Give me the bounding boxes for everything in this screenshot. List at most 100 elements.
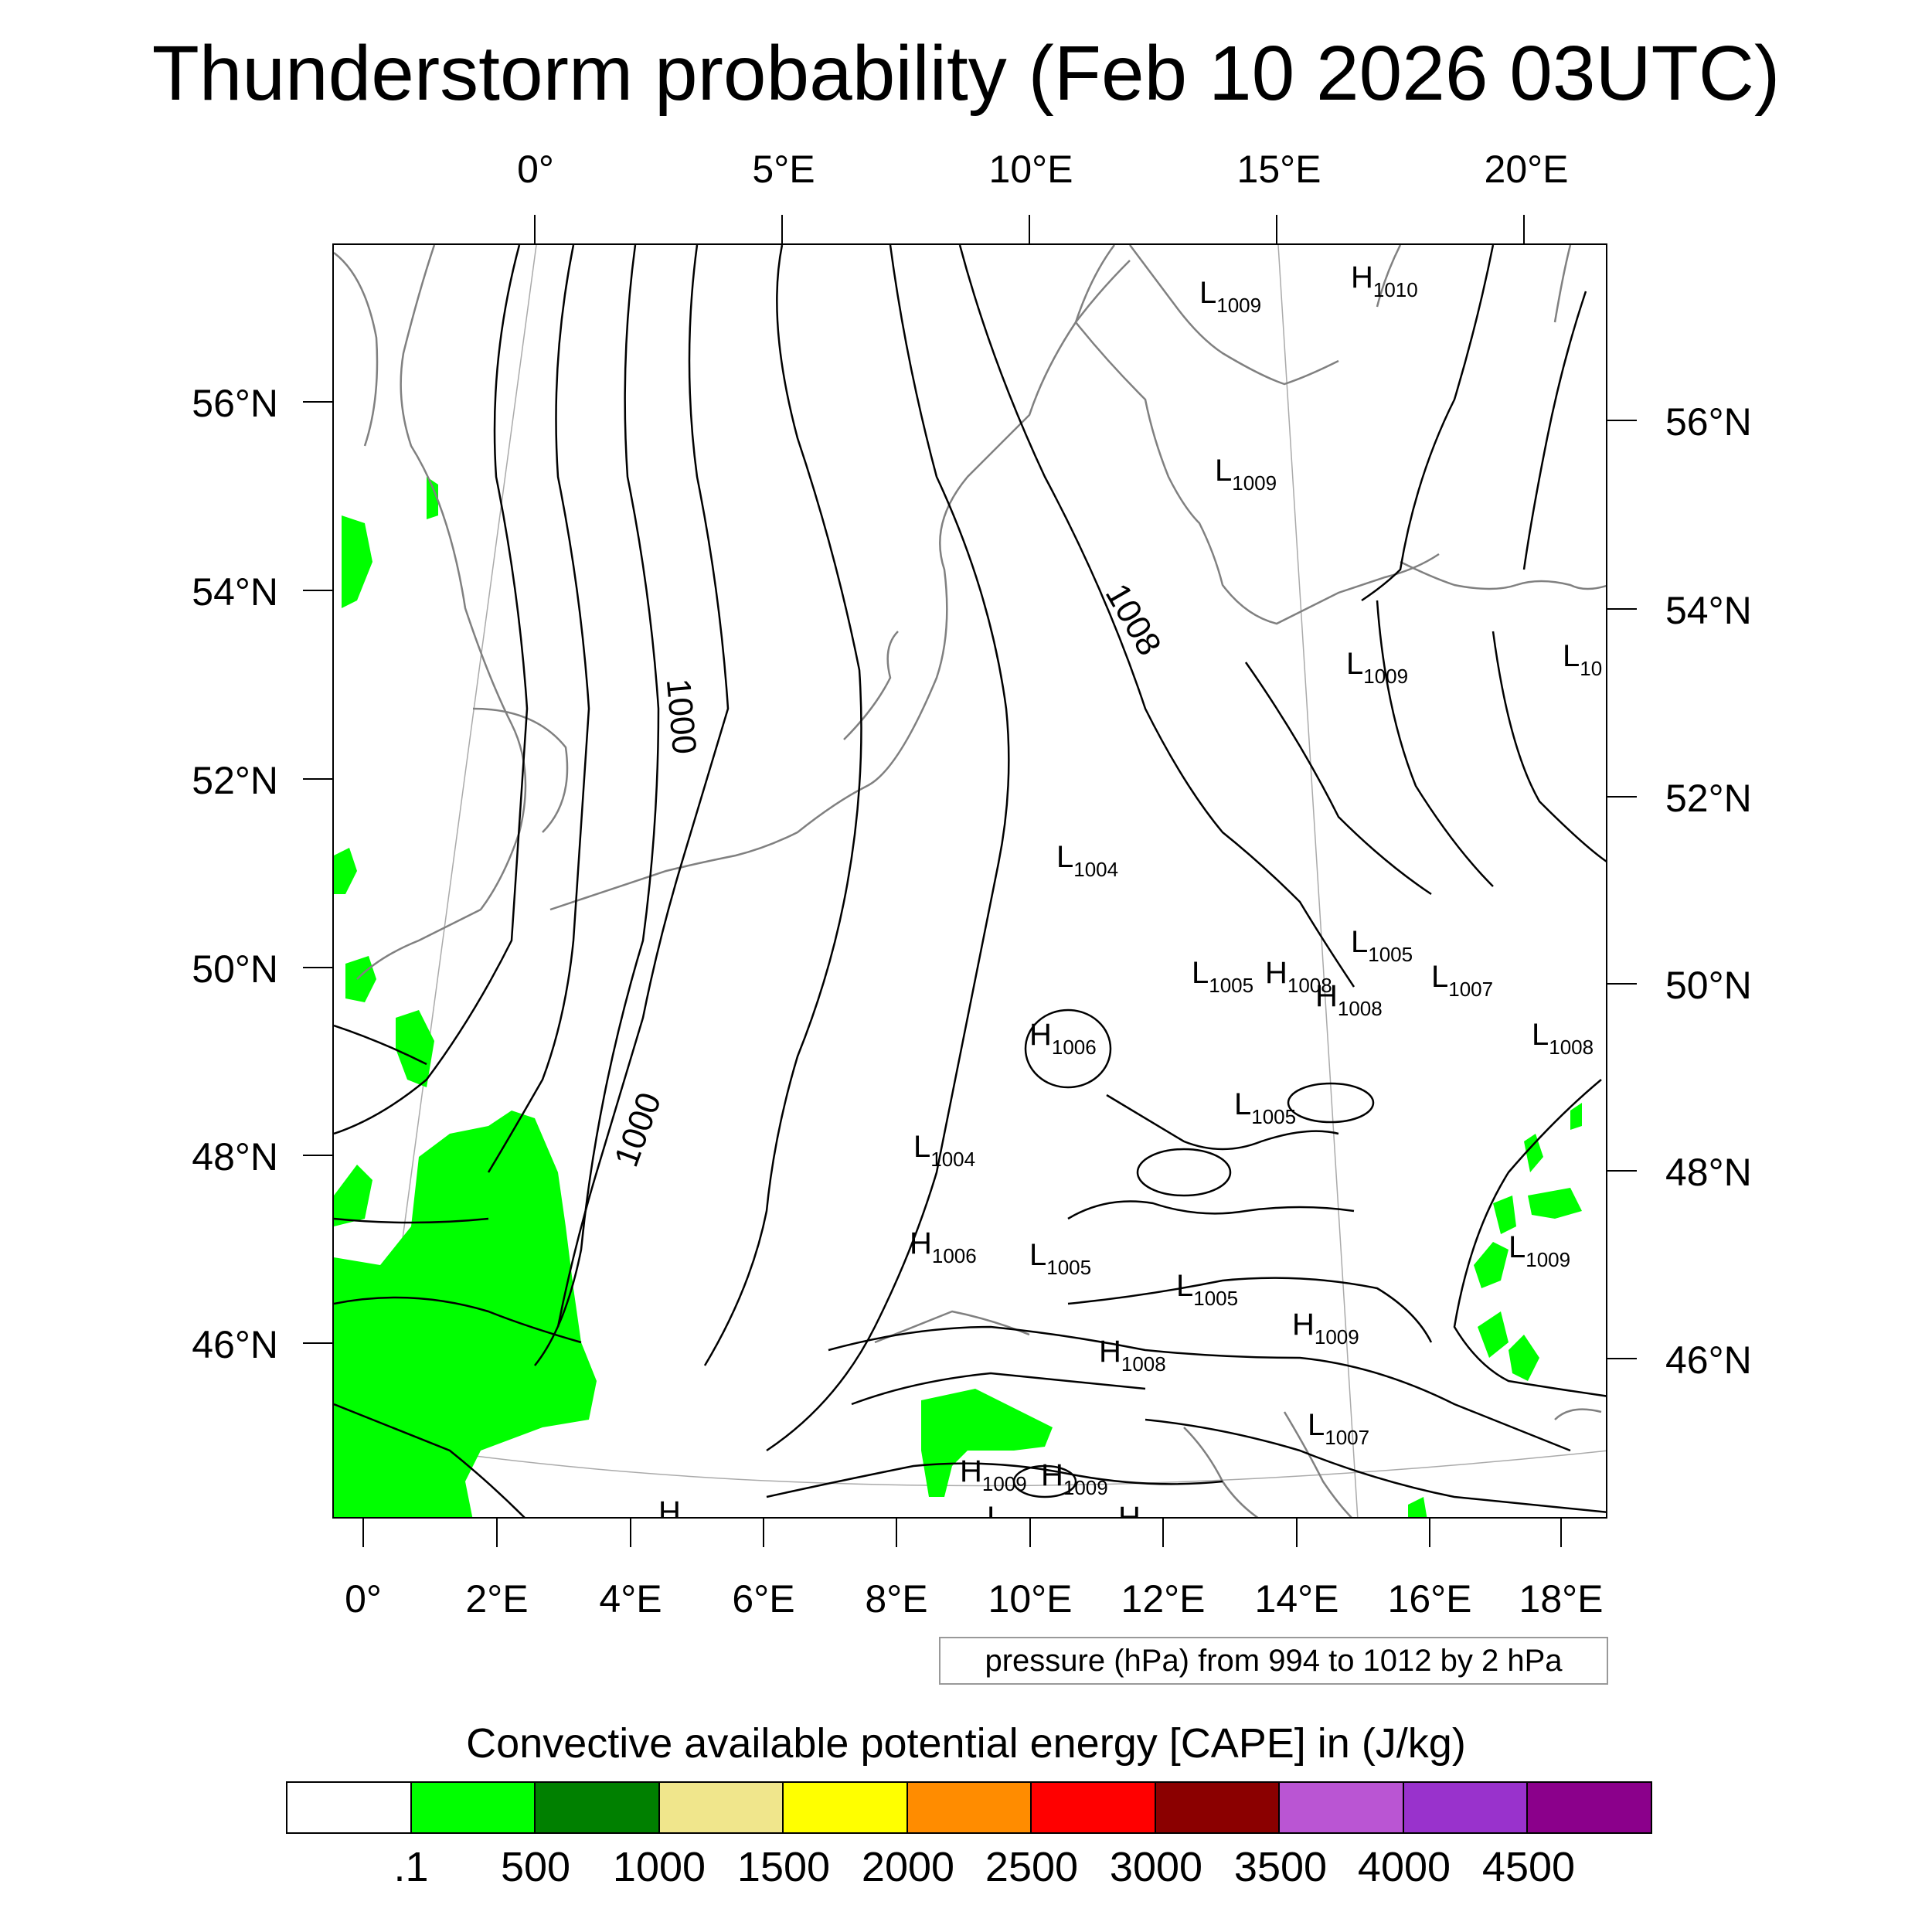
top-lon-label: 0°	[517, 148, 554, 191]
pressure-center-label: H1010	[1351, 260, 1418, 301]
cape-patch	[1528, 1188, 1582, 1219]
top-lon-label: 15°E	[1236, 148, 1321, 191]
right-lat-label: 56°N	[1665, 400, 1752, 444]
isobar-line	[1067, 1200, 1355, 1220]
pressure-center-label: L1005	[1351, 925, 1413, 966]
cape-patch	[1570, 1103, 1582, 1130]
coast-jutland	[1074, 245, 1116, 323]
left-lat-label: 56°N	[192, 382, 278, 425]
isobar-line	[958, 245, 1355, 988]
cape-patch	[1509, 1335, 1539, 1381]
colorbar-tick-label: 2000	[861, 1844, 955, 1890]
colorbar-swatch	[1032, 1783, 1156, 1832]
cape-patch	[334, 848, 357, 894]
cape-fields	[334, 477, 1582, 1517]
cape-patch	[345, 956, 376, 1002]
isobar-line	[1361, 245, 1495, 602]
pressure-center-label: L10	[1563, 639, 1603, 680]
pressure-center-label: L1008	[1532, 1018, 1594, 1059]
pressure-center-label: H1009	[1292, 1308, 1359, 1349]
left-lat-label: 52°N	[192, 759, 278, 802]
top-lon-label: 5°E	[752, 148, 815, 191]
coast-continent	[549, 260, 1131, 911]
colorbar-swatch	[659, 1783, 784, 1832]
isobar-line	[828, 1325, 1571, 1452]
isobar-line	[1376, 600, 1494, 887]
coast-sweden-east	[1376, 245, 1402, 308]
isobar-line	[1522, 291, 1587, 570]
cape-area-alps	[921, 1389, 1053, 1497]
bottom-lon-label: 12°E	[1121, 1577, 1206, 1621]
isobars	[334, 245, 1606, 1517]
isobar-line	[1106, 1094, 1339, 1151]
top-lon-label: 10°E	[988, 148, 1073, 191]
pressure-center-label: L1009	[1346, 647, 1409, 688]
cape-patch	[1408, 1497, 1427, 1517]
coast-thames	[472, 707, 569, 833]
right-lat-label: 48°N	[1665, 1151, 1752, 1194]
pressure-center-label: H1007	[658, 1495, 726, 1519]
isobar-closed	[1012, 1464, 1077, 1498]
coast-adriatic-east	[1283, 1411, 1352, 1517]
cape-patch	[1524, 1134, 1543, 1172]
right-lat-label: 52°N	[1665, 777, 1752, 820]
cape-patch	[1478, 1311, 1509, 1358]
cape-patch	[1474, 1242, 1509, 1288]
right-lat-label: 46°N	[1665, 1338, 1752, 1382]
colorbar-swatch	[411, 1783, 536, 1832]
isobar-line	[334, 1024, 427, 1066]
pressure-center-label: H1008	[1118, 1501, 1141, 1519]
colorbar-tick-label: 2500	[985, 1844, 1079, 1890]
pressure-center-label: L1007	[1308, 1408, 1370, 1449]
isobar-line	[334, 1217, 489, 1224]
coast-uk	[400, 245, 527, 910]
isobar-line	[534, 245, 660, 1366]
bottom-lon-label: 0°	[345, 1577, 382, 1621]
bottom-lon-label: 2°E	[465, 1577, 529, 1621]
colorbar-tick-label: 3000	[1109, 1844, 1203, 1890]
colorbar-tick-label: .1	[393, 1844, 429, 1890]
colorbar-swatch	[536, 1783, 660, 1832]
pressure-center-label: H1009	[1041, 1458, 1108, 1499]
coast-sweden	[1128, 245, 1339, 386]
bottom-lon-label: 16°E	[1387, 1577, 1472, 1621]
isobar-line	[556, 245, 730, 1328]
pressure-center-label: H1006	[1029, 1018, 1097, 1059]
coast-baltic-east	[1515, 580, 1606, 590]
coast-poland	[1400, 560, 1517, 590]
pressure-center-label: L1009	[1509, 1230, 1571, 1271]
isobar-line	[766, 1462, 1223, 1498]
isobar-line	[703, 245, 862, 1366]
isobar-line	[334, 1403, 526, 1517]
pressure-center-label: L1004	[1056, 840, 1119, 881]
bottom-lon-label: 4°E	[599, 1577, 662, 1621]
pressure-center-label: L1005	[1029, 1238, 1092, 1279]
colorbar-swatch	[907, 1783, 1032, 1832]
cape-patch	[334, 1165, 372, 1226]
isobar-line	[334, 245, 529, 1135]
left-lat-label: 54°N	[192, 570, 278, 614]
pressure-center-label: H1006	[910, 1226, 977, 1267]
right-lat-label: 50°N	[1665, 964, 1752, 1007]
cape-patch	[427, 477, 438, 519]
isobar-line	[1067, 1277, 1433, 1343]
cape-patch	[342, 515, 372, 608]
colorbar-swatch	[287, 1783, 412, 1832]
colorbar-tick-label: 3500	[1233, 1844, 1328, 1890]
left-lat-label: 50°N	[192, 947, 278, 991]
isobar-line	[334, 1296, 582, 1344]
isobar-closed	[1024, 1009, 1112, 1089]
colorbar-tick-label: 4000	[1357, 1844, 1451, 1890]
pressure-center-label: H1008	[1315, 979, 1383, 1020]
border-east	[1554, 1408, 1602, 1420]
contour-info-box: pressure (hPa) from 994 to 1012 by 2 hPa	[939, 1637, 1608, 1685]
pressure-center-label: L1009	[1199, 276, 1262, 317]
coast-adriatic	[1183, 1427, 1259, 1517]
colorbar-title: Convective available potential energy [C…	[466, 1720, 1466, 1767]
cape-patch	[1493, 1196, 1516, 1234]
pressure-center-label: H1008	[1265, 956, 1332, 997]
coast-uk-east	[334, 252, 379, 447]
pressure-center-label: L1008	[987, 1501, 1005, 1519]
colorbar-tick-label: 4500	[1481, 1844, 1576, 1890]
